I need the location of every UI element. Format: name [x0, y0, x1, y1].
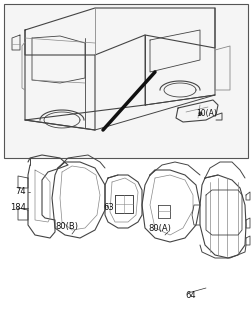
Text: 80(B): 80(B) — [55, 222, 78, 231]
Text: 80(A): 80(A) — [148, 223, 171, 233]
Text: 64: 64 — [185, 291, 196, 300]
Text: 63: 63 — [103, 204, 114, 212]
Bar — [4, 4, 248, 158]
Text: 10(A): 10(A) — [196, 109, 217, 118]
Text: 184: 184 — [10, 204, 26, 212]
Text: 74: 74 — [15, 188, 26, 196]
